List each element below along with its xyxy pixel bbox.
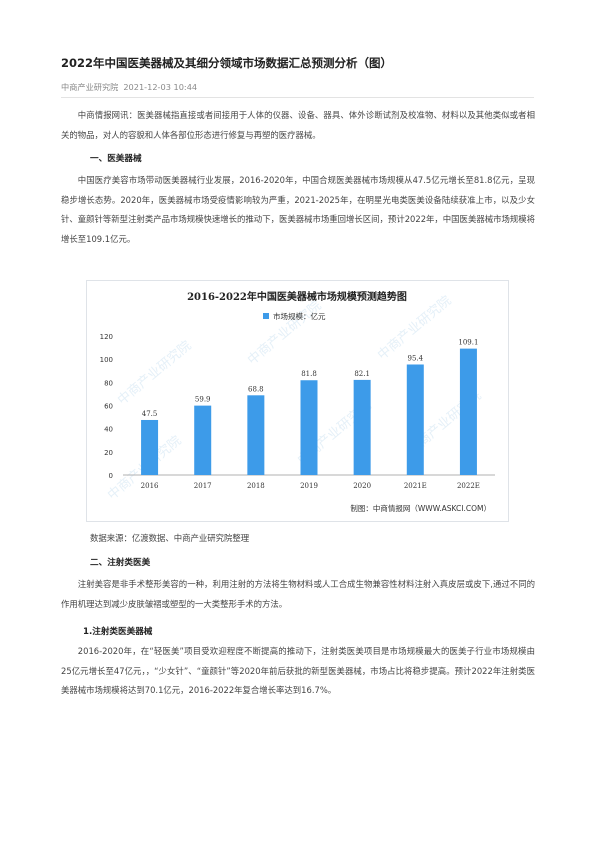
x-tick-label: 2018 [247,482,265,490]
title-divider [61,97,534,98]
x-tick-label: 2019 [300,482,318,490]
intro-paragraph: 中商情报网讯：医美器械指直接或者间接用于人体的仪器、设备、器具、体外诊断试剂及校… [61,110,535,140]
y-tick-label: 40 [104,426,113,434]
data-source-note: 数据来源：亿渡数据、中商产业研究院整理 [90,533,250,543]
bar-value-label: 81.8 [301,370,317,378]
bar-2022E [459,348,477,475]
y-tick-label: 120 [100,333,113,341]
bar-2021E [406,364,424,475]
watermark-text: 中商产业研究院 [115,338,194,408]
x-tick-label: 2016 [141,482,159,490]
watermark-text: 中商产业研究院 [245,298,324,368]
y-tick-label: 80 [104,379,113,387]
bar-value-label: 68.8 [248,385,264,393]
article-source-name: 中商产业研究院 [61,82,119,92]
y-tick-label: 60 [104,403,113,411]
legend-swatch [263,313,269,319]
watermark-text: 中商产业研究院 [375,293,454,363]
bar-2017 [194,405,212,475]
chart-svg: 中商产业研究院中商产业研究院中商产业研究院中商产业研究院中商产业研究院中商产业研… [100,290,495,513]
bar-value-label: 59.9 [195,396,211,404]
x-tick-label: 2021E [404,482,427,490]
article-date: 2021-12-03 10:44 [123,82,198,92]
y-tick-label: 20 [104,449,113,457]
bar-2020 [353,379,371,475]
section2-1-paragraph: 2016-2020年，在“轻医美”项目受欢迎程度不断提高的推动下，注射类医美项目… [61,646,535,695]
y-tick-label: 100 [100,356,113,364]
section2-heading: 二、注射类医美 [90,558,151,568]
bar-value-label: 47.5 [142,410,158,418]
bar-2018 [247,395,265,475]
x-tick-label: 2022E [457,482,480,490]
bar-2019 [300,380,318,475]
x-tick-label: 2020 [353,482,371,490]
bar-2016 [141,419,159,475]
bar-value-label: 109.1 [458,339,478,347]
article-title: 2022年中国医美器械及其细分领域市场数据汇总预测分析（图） [61,56,393,70]
market-size-chart: 中商产业研究院中商产业研究院中商产业研究院中商产业研究院中商产业研究院中商产业研… [86,280,509,522]
chart-credit: 制图：中商情报网（WWW.ASKCI.COM） [350,503,491,513]
bar-value-label: 95.4 [407,354,423,362]
section2-paragraph: 注射美容是非手术整形美容的一种，利用注射的方法将生物材料或人工合成生物兼容性材料… [61,579,535,609]
section1-heading: 一、医美器械 [90,154,142,164]
article-meta: 中商产业研究院 2021-12-03 10:44 [61,81,197,93]
y-tick-label: 0 [109,472,113,480]
x-tick-label: 2017 [194,482,212,490]
section2-1-heading: 1.注射类医美器械 [83,627,153,637]
bar-value-label: 82.1 [354,370,370,378]
chart-title: 2016-2022年中国医美器械市场规模预测趋势图 [187,290,407,303]
section1-paragraph: 中国医疗美容市场带动医美器械行业发展，2016-2020年，中国合规医美器械市场… [61,175,535,244]
legend-label: 市场规模：亿元 [273,311,326,321]
